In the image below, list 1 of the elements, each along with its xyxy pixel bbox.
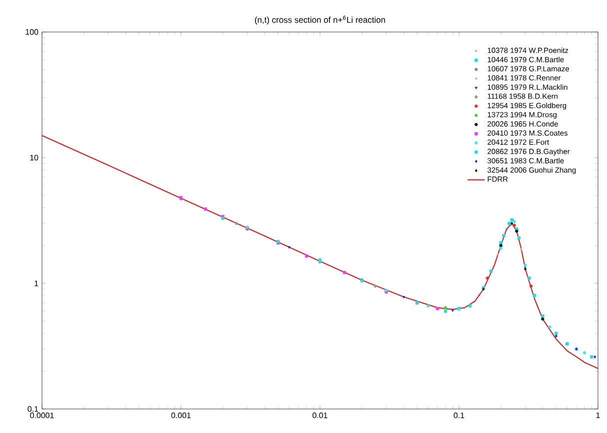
chart-title: (n,t) cross section of n+$^{6}$Li reaction [254, 16, 385, 24]
